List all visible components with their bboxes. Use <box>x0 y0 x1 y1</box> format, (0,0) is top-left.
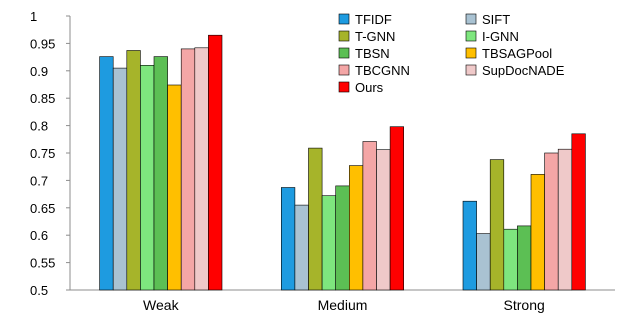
bar-i-gnn-medium <box>321 195 337 291</box>
legend-label: T-GNN <box>355 29 395 44</box>
bar-i-gnn-strong <box>503 228 518 291</box>
legend-swatch <box>338 30 350 42</box>
bar-ours-medium <box>389 126 405 291</box>
y-tick-label: 0.8 <box>30 119 48 134</box>
legend-swatch <box>465 64 477 76</box>
bar-tbcgnn-medium <box>362 141 377 291</box>
x-category-labels: Weak Medium Strong <box>143 297 545 313</box>
legend-swatch <box>338 47 350 59</box>
y-tick-label: 0.9 <box>30 64 48 79</box>
legend-swatch <box>338 13 350 25</box>
y-tick-labels: 0.5 0.55 0.6 0.65 0.7 0.75 0.8 0.85 0.9 0.95 1 <box>30 9 55 298</box>
legend-swatch <box>338 81 350 93</box>
bar-t-gnn-strong <box>489 159 505 291</box>
bar-tbsn-medium <box>335 185 350 291</box>
legend-label: SupDocNADE <box>482 63 565 78</box>
legend-label: I-GNN <box>482 29 519 44</box>
x-category-label: Strong <box>504 297 545 313</box>
y-tick-label: 1 <box>30 9 37 24</box>
bar-supdocnade-medium <box>376 149 391 291</box>
x-category-label: Medium <box>318 297 368 313</box>
bar-ours-weak <box>208 34 223 291</box>
bar-tbsagpool-medium <box>348 165 364 291</box>
bar-tbsn-strong <box>517 225 532 291</box>
legend-label: Ours <box>355 80 384 95</box>
legend-swatch <box>465 47 477 59</box>
bar-supdocnade-weak <box>194 47 209 291</box>
legend-label: TBSN <box>355 46 390 61</box>
y-tick-label: 0.55 <box>30 256 55 271</box>
legend-label: SIFT <box>482 12 510 27</box>
bar-tbcgnn-strong <box>544 152 559 291</box>
legend-label: TBCGNN <box>355 63 410 78</box>
legend-label: TFIDF <box>355 12 392 27</box>
bar-t-gnn-weak <box>126 50 141 291</box>
bar-ours-strong <box>571 133 586 291</box>
bar-sift-medium <box>294 204 309 291</box>
y-tick-label: 0.65 <box>30 201 55 216</box>
bar-tbsagpool-strong <box>530 174 545 291</box>
bar-tfidf-strong <box>462 200 477 291</box>
bar-sift-weak <box>112 67 128 291</box>
y-tick-label: 0.85 <box>30 91 55 106</box>
x-category-label: Weak <box>143 297 180 313</box>
bar-i-gnn-weak <box>140 65 155 291</box>
y-tick-label: 0.7 <box>30 173 48 188</box>
bar-tfidf-weak <box>99 56 114 291</box>
bar-sift-strong <box>476 233 491 291</box>
bar-tbcgnn-weak <box>180 48 196 291</box>
bar-supdocnade-strong <box>557 148 573 291</box>
bar-tfidf-medium <box>280 187 296 291</box>
bars <box>99 34 586 291</box>
legend-swatch <box>338 64 350 76</box>
bar-tbsn-weak <box>153 56 168 291</box>
legend-swatch <box>465 13 477 25</box>
legend-label: TBSAGPool <box>482 46 552 61</box>
y-tick-label: 0.95 <box>30 36 55 51</box>
y-tick-label: 0.6 <box>30 228 48 243</box>
y-tick-label: 0.75 <box>30 146 55 161</box>
bar-t-gnn-medium <box>308 147 323 291</box>
bar-tbsagpool-weak <box>167 84 182 291</box>
legend-swatch <box>465 30 477 42</box>
y-tick-label: 0.5 <box>30 283 48 298</box>
legend: TFIDF SIFT T-GNN I-GNN TBSN TBSAGPool TBCGNN Su… <box>338 12 565 95</box>
